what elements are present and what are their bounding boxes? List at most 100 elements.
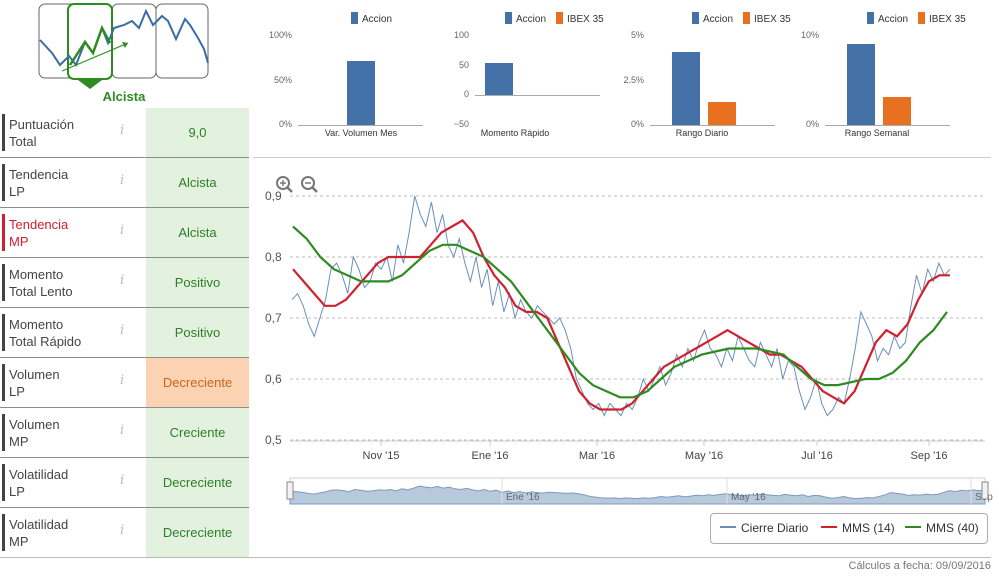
- row-marker: [2, 464, 5, 501]
- mini-legend: Accion: [351, 12, 402, 25]
- info-icon[interactable]: i: [120, 223, 125, 238]
- zoom-in-icon[interactable]: [276, 176, 293, 193]
- navigator-series: [289, 485, 986, 505]
- row-value: Positivo: [146, 258, 249, 307]
- mini-legend-item[interactable]: IBEX 35: [743, 12, 791, 25]
- row-value: Creciente: [146, 408, 249, 457]
- trend-sparkline-icon: [38, 3, 209, 89]
- mini-legend-item[interactable]: Accion: [351, 12, 392, 25]
- score-table: Puntuación Total i 9,0 Tendencia LP i Alcista Te…: [0, 108, 249, 558]
- score-row[interactable]: Tendencia MP i Alcista: [0, 208, 249, 258]
- y-tick-label: 0,5: [265, 433, 282, 447]
- navigator-label: May '16: [731, 492, 766, 503]
- info-icon[interactable]: i: [120, 473, 125, 488]
- legend-item-mms14[interactable]: MMS (14): [821, 521, 895, 535]
- mini-ytick: 100: [453, 30, 469, 40]
- series-line-mms40[interactable]: [292, 225, 948, 399]
- mini-ytick: 50%: [273, 74, 292, 85]
- score-row[interactable]: Volumen MP i Creciente: [0, 408, 249, 458]
- mini-legend: Accion IBEX 35: [692, 12, 801, 25]
- chart-legend: Cierre Diario MMS (14) MMS (40): [710, 513, 988, 544]
- y-tick-label: 0,9: [265, 189, 282, 203]
- score-row[interactable]: Volatilidad LP i Decreciente: [0, 458, 249, 508]
- legend-label: Cierre Diario: [741, 521, 809, 535]
- mini-bar[interactable]: [883, 97, 911, 125]
- trend-box-mid: [111, 3, 157, 79]
- mini-bar[interactable]: [847, 44, 875, 125]
- mini-axis: [475, 95, 600, 97]
- row-label: Volatilidad MP: [9, 517, 69, 549]
- info-icon[interactable]: i: [120, 523, 125, 538]
- mini-chart: Accion IBEX 35 100 50 0 −50 Momento Rápido: [445, 0, 620, 150]
- score-row[interactable]: Momento Total Rápido i Positivo: [0, 308, 249, 358]
- navigator-handle-right[interactable]: [981, 481, 989, 500]
- mini-bar[interactable]: [708, 101, 736, 125]
- mini-bar[interactable]: [485, 62, 513, 96]
- mini-ytick: 0: [463, 89, 469, 100]
- y-tick-label: 0,7: [265, 311, 282, 325]
- price-chart-svg[interactable]: 0,9 0,8 0,7 0,6 0,5 Nov '15 Ene '16 Mar '16 May …: [255, 158, 999, 538]
- mini-ytick: 5%: [630, 30, 644, 40]
- row-label: Tendencia LP: [9, 167, 69, 199]
- info-icon[interactable]: i: [120, 273, 125, 288]
- row-value: Decreciente: [146, 458, 249, 507]
- row-marker: [2, 264, 5, 301]
- legend-item-cierre[interactable]: Cierre Diario: [720, 521, 808, 535]
- info-icon[interactable]: i: [120, 423, 125, 438]
- row-label: Puntuación Total: [9, 117, 75, 149]
- mini-chart: Accion IBEX 35 10% 0% Rango Semanal: [795, 0, 970, 150]
- pointer-down-icon: [78, 80, 102, 89]
- mini-chart-title: Momento Rápido: [480, 128, 550, 138]
- mini-chart-title: Var. Volumen Mes: [324, 128, 398, 138]
- mini-legend-item[interactable]: Accion: [867, 12, 908, 25]
- score-row[interactable]: Momento Total Lento i Positivo: [0, 258, 249, 308]
- x-tick-label: Jul '16: [801, 450, 832, 462]
- mini-bar[interactable]: [347, 60, 375, 125]
- mini-legend-item[interactable]: IBEX 35: [556, 12, 604, 25]
- x-tick-label: Nov '15: [363, 450, 400, 462]
- price-chart[interactable]: 0,9 0,8 0,7 0,6 0,5 Nov '15 Ene '16 Mar '16 May …: [255, 158, 999, 538]
- info-icon[interactable]: i: [120, 373, 125, 388]
- info-icon[interactable]: i: [120, 173, 125, 188]
- info-icon[interactable]: i: [120, 123, 125, 138]
- x-tick-label: Ene '16: [472, 450, 509, 462]
- row-label: Momento Total Lento: [9, 267, 73, 299]
- arrow-up-icon: [122, 42, 128, 48]
- mini-bar[interactable]: [672, 52, 700, 125]
- navigator-handle-left[interactable]: [286, 481, 294, 500]
- mini-ytick: −50: [453, 119, 469, 129]
- score-row[interactable]: Volatilidad MP i Decreciente: [0, 508, 249, 558]
- info-icon[interactable]: i: [120, 323, 125, 338]
- mini-ytick: 0%: [805, 119, 819, 129]
- mini-chart: Accion 100% 50% 0% Var. Volumen Mes: [268, 0, 443, 150]
- series-line-mms14[interactable]: [292, 218, 950, 411]
- navigator-label: Ene '16: [506, 492, 540, 503]
- x-tick-label: Sep '16: [911, 450, 948, 462]
- row-marker: [2, 214, 5, 251]
- trend-icon-panel: Alcista: [38, 3, 210, 108]
- row-label: Volumen LP: [9, 367, 60, 399]
- score-row[interactable]: Volumen LP i Decreciente: [0, 358, 249, 408]
- row-value: Positivo: [146, 308, 249, 357]
- mini-legend-item[interactable]: Accion: [505, 12, 546, 25]
- y-tick-label: 0,8: [265, 250, 282, 264]
- row-marker: [2, 414, 5, 451]
- score-row[interactable]: Tendencia LP i Alcista: [0, 158, 249, 208]
- mini-axis: [825, 125, 950, 126]
- row-value: Alcista: [146, 158, 249, 207]
- mini-legend: Accion IBEX 35: [867, 12, 976, 25]
- mini-ytick: 0%: [278, 119, 292, 129]
- score-row[interactable]: Puntuación Total i 9,0: [0, 108, 249, 158]
- mini-legend-item[interactable]: IBEX 35: [918, 12, 966, 25]
- row-marker: [2, 164, 5, 201]
- mini-ytick: 100%: [268, 30, 292, 40]
- calc-date: Cálculos a fecha: 09/09/2016: [848, 560, 992, 572]
- mini-chart-title: Rango Diario: [675, 128, 729, 138]
- legend-label: MMS (14): [842, 521, 895, 535]
- row-value: Alcista: [146, 208, 249, 257]
- zoom-out-icon[interactable]: [301, 176, 318, 193]
- mini-axis: [650, 125, 775, 126]
- legend-item-mms40[interactable]: MMS (40): [905, 521, 979, 535]
- row-marker: [2, 314, 5, 351]
- mini-legend-item[interactable]: Accion: [692, 12, 733, 25]
